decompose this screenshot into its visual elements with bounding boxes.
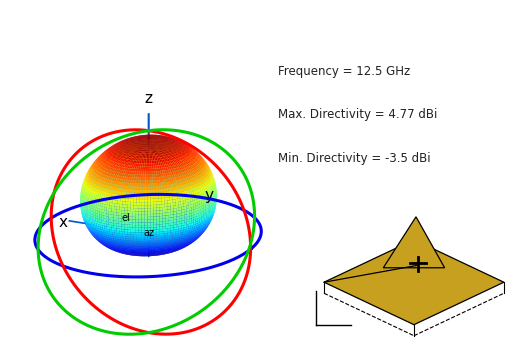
Text: Max. Directivity = 4.77 dBi: Max. Directivity = 4.77 dBi: [278, 108, 437, 121]
Polygon shape: [324, 240, 504, 325]
Text: Frequency = 12.5 GHz: Frequency = 12.5 GHz: [278, 65, 410, 78]
Text: Min. Directivity = -3.5 dBi: Min. Directivity = -3.5 dBi: [278, 152, 430, 165]
Polygon shape: [383, 217, 444, 268]
